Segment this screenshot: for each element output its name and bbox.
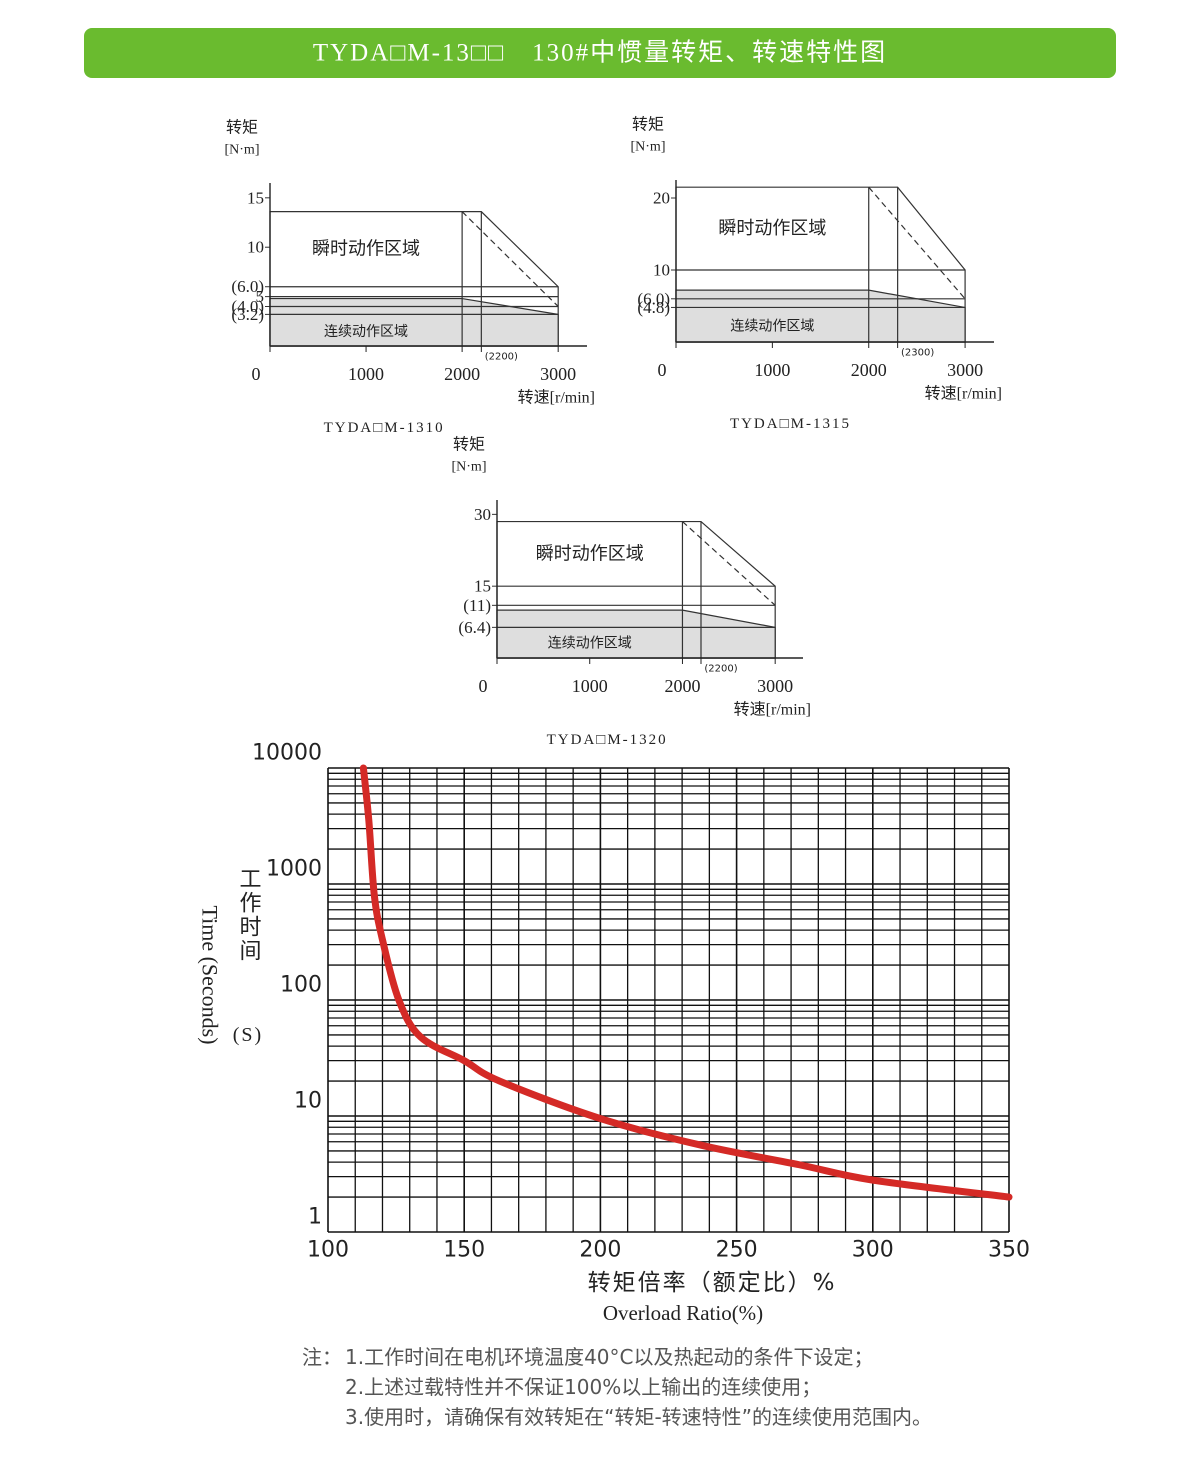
y-axis-label: 转矩 <box>226 118 258 137</box>
x-tick-label: 2000 <box>851 360 887 380</box>
y-tick-label: 5 <box>256 287 265 306</box>
x-axis-label: 转速[r/min] <box>734 701 811 719</box>
region-label: 连续动作区域 <box>548 635 632 652</box>
x-axis-label: 转矩倍率（额定比）% <box>588 1270 837 1296</box>
header-title: TYDA□M-13□□ 130#中惯量转矩、转速特性图 <box>313 39 887 67</box>
y-tick-label: (11) <box>463 596 491 615</box>
y-tick-label: 10000 <box>252 741 322 766</box>
x-tick-label: 0 <box>658 360 667 380</box>
region-label: 连续动作区域 <box>730 317 814 334</box>
notes-label: 注： <box>302 1345 342 1369</box>
x-tick-label: (2200) <box>485 352 518 363</box>
x-tick-label: 150 <box>443 1238 485 1263</box>
x-tick-label: 250 <box>716 1238 758 1263</box>
x-tick-label: 2000 <box>664 676 700 696</box>
x-tick-label: 3000 <box>540 364 576 384</box>
y-axis-unit: (S) <box>233 1024 263 1046</box>
x-tick-label: 200 <box>579 1238 621 1263</box>
x-tick-label: 2000 <box>444 364 480 384</box>
note: 1.工作时间在电机环境温度40°C以及热起动的条件下设定； <box>345 1345 874 1369</box>
x-axis-label: 转速[r/min] <box>518 389 595 407</box>
region-label: 瞬时动作区域 <box>536 543 644 564</box>
overload-curve <box>359 764 1013 1201</box>
region-label: 瞬时动作区域 <box>312 239 420 260</box>
x-tick-label: 350 <box>988 1238 1030 1263</box>
y-tick-label: 10 <box>294 1089 322 1114</box>
y-axis-unit: [N·m] <box>631 140 666 155</box>
y-tick-label: 1000 <box>266 857 322 882</box>
y-tick-label: (6.0) <box>637 289 670 308</box>
caption: TYDA□M-1310 <box>324 420 445 436</box>
y-axis-unit: [N·m] <box>452 460 487 475</box>
y-axis-unit: [N·m] <box>225 143 260 158</box>
y-tick-label: 1 <box>308 1205 322 1230</box>
y-tick-label: 100 <box>280 973 322 998</box>
caption: TYDA□M-1320 <box>547 732 668 748</box>
y-axis-label: 转矩 <box>632 115 664 134</box>
x-tick-label: 1000 <box>348 364 384 384</box>
y-axis-label-en: Time (Seconds) <box>198 905 223 1044</box>
y-tick-label: (4.8) <box>637 298 670 317</box>
y-axis-label: 工作时间 <box>236 867 262 963</box>
x-axis-label: 转速[r/min] <box>925 385 1002 403</box>
y-tick-label: 30 <box>474 505 491 524</box>
x-tick-label: 0 <box>479 676 488 696</box>
x-tick-label: 1000 <box>572 676 608 696</box>
y-tick-label: (3.2) <box>231 305 264 324</box>
note: 3.使用时，请确保有效转矩在“转矩-转速特性”的连续使用范围内。 <box>345 1405 932 1429</box>
y-tick-label: (6.4) <box>458 618 491 637</box>
y-tick-label: 15 <box>474 577 491 596</box>
dashed-line <box>461 211 559 307</box>
y-tick-label: (4.0) <box>231 297 264 316</box>
region-label: 瞬时动作区域 <box>718 218 826 239</box>
x-axis-label-en: Overload Ratio(%) <box>603 1301 763 1325</box>
dashed-line <box>682 521 776 606</box>
y-tick-label: 20 <box>653 189 670 208</box>
x-tick-label: 3000 <box>757 676 793 696</box>
header-bar <box>84 28 1116 78</box>
caption: TYDA□M-1315 <box>730 416 851 432</box>
x-tick-label: 1000 <box>754 360 790 380</box>
x-tick-label: 0 <box>252 364 261 384</box>
note: 2.上述过载特性并不保证100%以上输出的连续使用； <box>345 1375 821 1399</box>
dashed-line <box>868 186 966 300</box>
y-tick-label: (6.0) <box>231 277 264 296</box>
y-tick-label: 10 <box>653 261 670 280</box>
x-tick-label: 300 <box>852 1238 894 1263</box>
y-tick-label: 15 <box>247 188 264 207</box>
y-axis-label: 转矩 <box>453 435 485 454</box>
x-tick-label: 100 <box>307 1238 349 1263</box>
y-tick-label: 10 <box>247 238 264 257</box>
region-label: 连续动作区域 <box>324 323 408 340</box>
x-tick-label: (2200) <box>704 664 737 675</box>
x-tick-label: (2300) <box>901 348 934 359</box>
x-tick-label: 3000 <box>947 360 983 380</box>
